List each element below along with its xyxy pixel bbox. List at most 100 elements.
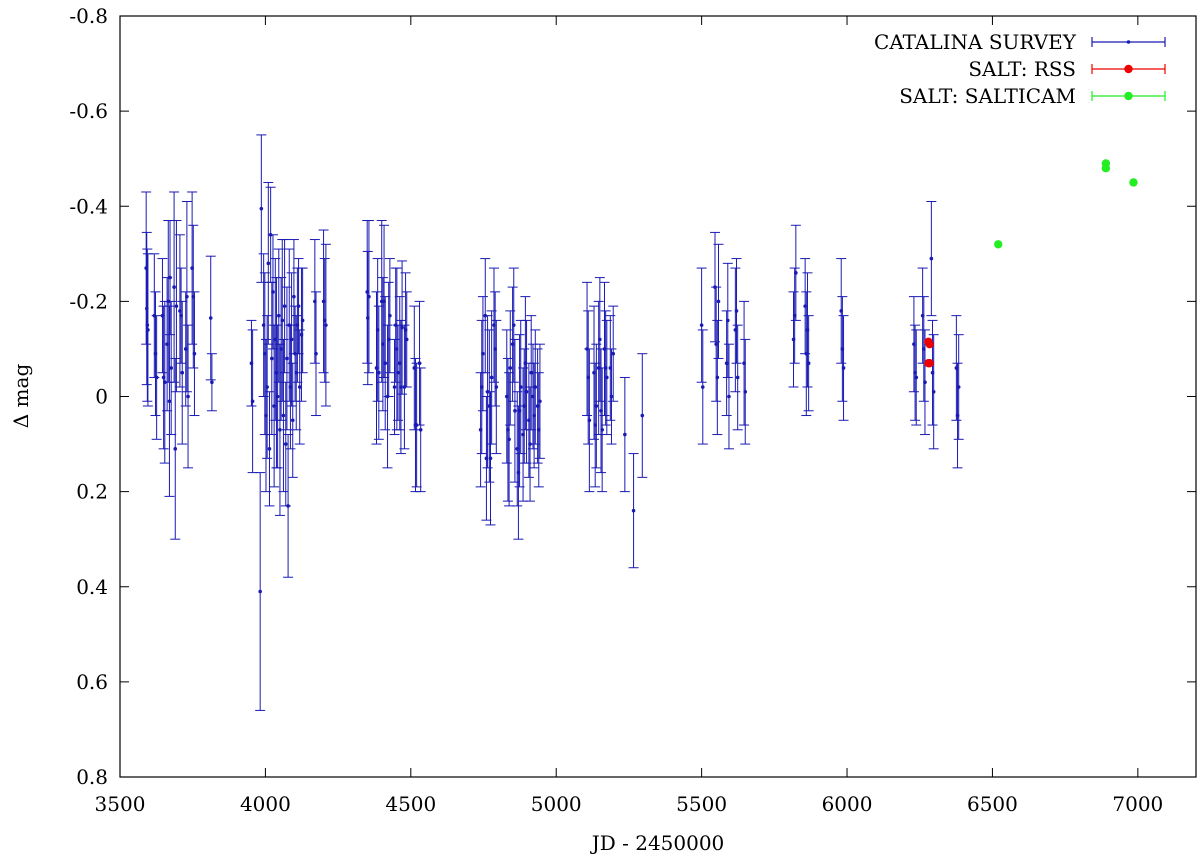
- data-point: [280, 318, 285, 323]
- y-tick-label: 0.2: [76, 480, 108, 504]
- data-point: [167, 399, 172, 404]
- legend-marker: [1124, 91, 1133, 101]
- data-point: [507, 437, 511, 442]
- legend-marker: [1126, 40, 1131, 44]
- y-tick-label: 0.6: [76, 670, 108, 694]
- data-point: [605, 375, 609, 380]
- data-point: [715, 375, 720, 380]
- data-point: [513, 408, 517, 413]
- y-tick-label: -0.6: [69, 99, 108, 123]
- data-point: [806, 361, 811, 366]
- legend: CATALINA SURVEY SALT: RSS SALT: SALTICAM: [874, 30, 1166, 108]
- data-point: [173, 447, 178, 451]
- data-point: [623, 432, 627, 437]
- data-point: [396, 370, 400, 375]
- data-point: [481, 351, 485, 356]
- y-tick-label: -0.4: [69, 194, 108, 218]
- data-point: [508, 366, 513, 370]
- y-tick-label: -0.8: [69, 4, 108, 28]
- data-point: [640, 413, 645, 418]
- data-point: [259, 206, 264, 211]
- data-point: [154, 375, 159, 380]
- data-point: [631, 508, 636, 513]
- data-point: [417, 361, 422, 366]
- x-tick-label: 7000: [1112, 792, 1163, 816]
- data-point: [734, 309, 739, 313]
- x-tick-label: 4500: [385, 792, 436, 816]
- data-point: [388, 313, 392, 318]
- data-point: [529, 370, 534, 375]
- data-point: [146, 328, 150, 332]
- data-layer: [141, 134, 1138, 711]
- data-point: [794, 271, 798, 275]
- data-point: [270, 356, 274, 361]
- data-point: [297, 385, 302, 389]
- x-tick-label: 5000: [531, 792, 582, 816]
- data-point: [931, 389, 936, 394]
- data-point: [145, 323, 150, 327]
- data-point: [1101, 164, 1111, 173]
- data-point: [324, 323, 328, 327]
- data-point: [290, 418, 295, 423]
- legend-label: CATALINA SURVEY: [874, 30, 1077, 54]
- x-tick-label: 5500: [676, 792, 727, 816]
- data-point: [258, 589, 262, 594]
- data-point: [174, 304, 179, 308]
- data-point: [314, 351, 318, 356]
- data-point: [208, 316, 213, 320]
- data-point: [494, 385, 499, 389]
- y-tick-label: 0.4: [76, 575, 108, 599]
- series-0: [141, 134, 964, 711]
- x-tick-label: 3500: [95, 792, 146, 816]
- data-point: [180, 370, 185, 375]
- data-point: [168, 275, 172, 280]
- data-point: [587, 418, 592, 423]
- data-point: [210, 380, 214, 385]
- data-point: [914, 375, 919, 380]
- data-point: [923, 380, 927, 385]
- data-point: [488, 456, 493, 461]
- data-point: [271, 290, 275, 294]
- data-point: [956, 385, 961, 389]
- data-point: [286, 504, 290, 508]
- data-point: [735, 375, 740, 380]
- data-point: [609, 394, 614, 399]
- x-tick-label: 6000: [822, 792, 873, 816]
- data-point: [300, 318, 305, 323]
- legend-label: SALT: SALTICAM: [899, 84, 1076, 108]
- data-point: [929, 256, 934, 261]
- data-point: [725, 318, 730, 323]
- data-point: [533, 385, 538, 389]
- data-point: [518, 385, 523, 389]
- legend-marker: [1124, 64, 1133, 74]
- data-point: [727, 394, 731, 399]
- data-point: [185, 294, 189, 299]
- data-point: [598, 337, 602, 342]
- data-point: [266, 261, 271, 266]
- data-point: [367, 294, 371, 299]
- data-point: [169, 366, 173, 370]
- data-point: [278, 427, 282, 432]
- y-tick-label: -0.2: [69, 289, 108, 313]
- data-point: [172, 285, 176, 289]
- plot-frame: [119, 15, 1197, 778]
- data-point: [282, 304, 287, 308]
- data-point: [296, 304, 301, 308]
- data-point: [265, 385, 269, 389]
- data-point: [192, 351, 197, 356]
- data-point: [528, 442, 532, 446]
- data-point: [292, 294, 296, 299]
- data-point: [289, 337, 294, 342]
- data-point: [267, 447, 272, 451]
- data-point: [283, 442, 288, 446]
- data-point: [925, 359, 934, 368]
- data-point: [1129, 178, 1138, 187]
- data-point: [841, 366, 846, 370]
- series-1: [924, 337, 934, 368]
- data-point: [994, 240, 1003, 249]
- x-axis-label: JD - 2450000: [590, 831, 725, 855]
- data-point: [404, 337, 409, 342]
- y-axis-label: Δ mag: [9, 364, 33, 429]
- data-point: [699, 323, 704, 327]
- data-point: [489, 375, 494, 380]
